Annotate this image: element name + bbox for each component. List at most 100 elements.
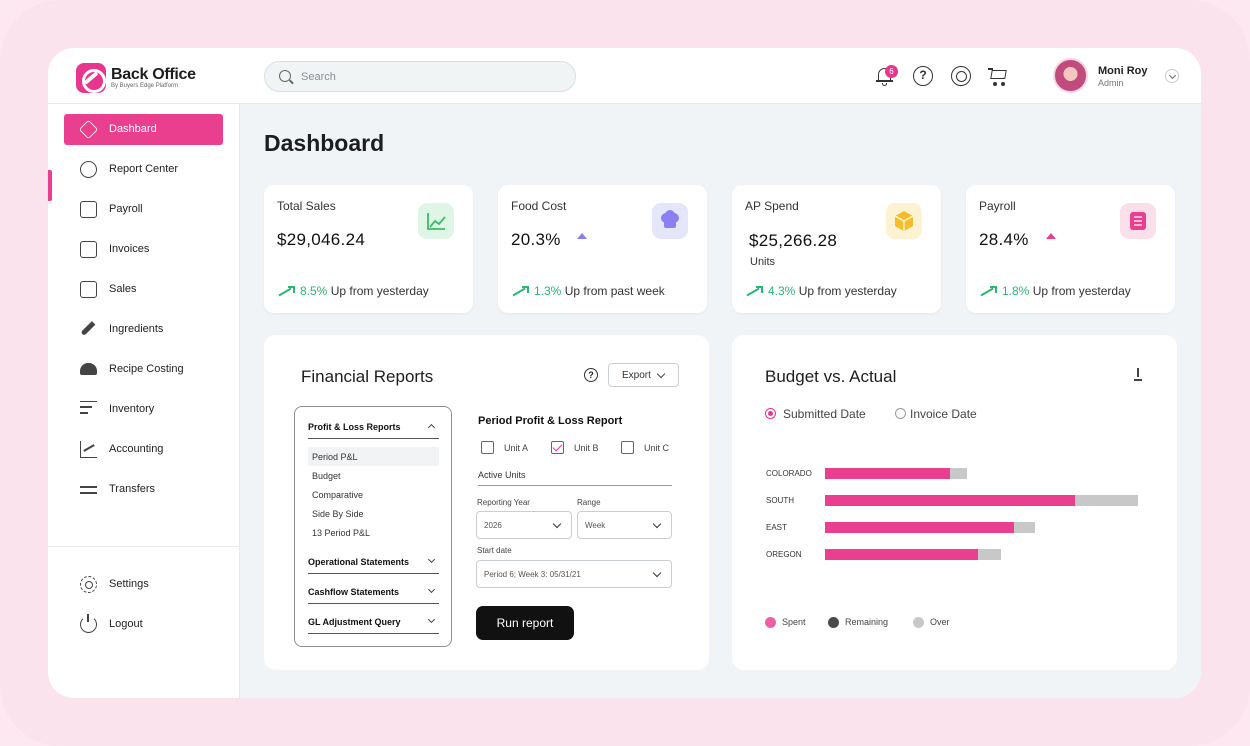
report-form-title: Period Profit & Loss Report xyxy=(478,415,623,427)
sidebar-item-label: Sales xyxy=(109,283,137,295)
kpi-card-ap-spend[interactable]: AP Spend $25,266.28 Units 4.3% Up from y… xyxy=(732,185,941,313)
search-input[interactable]: Search xyxy=(264,61,576,92)
kpi-value: $25,266.28 xyxy=(749,231,838,250)
kpi-unit: Units xyxy=(750,256,776,268)
app-window: Back Office By Buyers Edge Platform Sear… xyxy=(48,48,1201,698)
kpi-card-payroll[interactable]: Payroll 28.4% 1.8% Up from yesterday xyxy=(966,185,1175,313)
sidebar-item-label: Ingredients xyxy=(109,323,164,335)
menu-group-profit-loss[interactable]: Profit & Loss Reports xyxy=(308,422,401,432)
kpi-trend-percent: 4.3% xyxy=(768,284,796,298)
avatar[interactable] xyxy=(1053,58,1088,93)
support-icon[interactable] xyxy=(951,66,971,86)
kpi-value: $29,046.24 xyxy=(277,230,366,249)
sidebar-item-inventory[interactable]: Inventory xyxy=(64,394,223,425)
bar-label-colorado: COLORADO xyxy=(766,469,812,478)
menu-divider xyxy=(308,603,439,604)
bar-spent-oregon[interactable] xyxy=(825,549,978,560)
run-report-button[interactable]: Run report xyxy=(476,606,574,640)
sidebar-item-payroll[interactable]: Payroll xyxy=(64,194,223,225)
kpi-title: Payroll xyxy=(979,199,1016,213)
payroll-icon xyxy=(1120,203,1156,239)
report-type-menu: Profit & Loss Reports Period P&L Budget … xyxy=(294,406,452,647)
kpi-card-food-cost[interactable]: Food Cost 20.3% 1.3% Up from past week xyxy=(498,185,707,313)
checkbox[interactable] xyxy=(481,441,494,454)
kpi-card-total-sales[interactable]: Total Sales $29,046.24 8.5% Up from yest… xyxy=(264,185,473,313)
bar-spent-south[interactable] xyxy=(825,495,1075,506)
menu-divider xyxy=(308,438,439,439)
cash-register-icon xyxy=(80,281,97,298)
carrot-icon xyxy=(80,321,96,336)
sidebar-item-logout[interactable]: Logout xyxy=(64,609,223,640)
sidebar-item-label: Settings xyxy=(109,578,149,590)
cart-icon[interactable] xyxy=(988,66,1008,86)
sidebar-item-label: Inventory xyxy=(109,403,155,415)
invoice-date-radio[interactable] xyxy=(895,408,906,419)
kpi-title: Total Sales xyxy=(277,199,336,213)
download-icon[interactable] xyxy=(1133,368,1143,381)
bar-label-south: SOUTH xyxy=(766,496,794,505)
chevron-down-icon[interactable] xyxy=(427,555,436,564)
menu-item-comparative[interactable]: Comparative xyxy=(312,490,364,500)
checkbox[interactable] xyxy=(551,441,564,454)
help-icon[interactable]: ? xyxy=(584,368,598,382)
notification-count-badge: 6 xyxy=(885,65,898,78)
sidebar-item-ingredients[interactable]: Ingredients xyxy=(64,314,223,345)
sidebar-item-report-center[interactable]: Report Center xyxy=(64,154,223,185)
range-select[interactable]: Week xyxy=(577,511,672,539)
sidebar-item-label: Invoices xyxy=(109,243,150,255)
line-chart-icon xyxy=(418,203,454,239)
user-menu-chevron-down-icon[interactable] xyxy=(1165,69,1179,83)
layers-icon xyxy=(78,119,99,140)
brand-subtitle: By Buyers Edge Platform xyxy=(111,83,179,89)
submitted-date-label[interactable]: Submitted Date xyxy=(783,407,866,421)
kpi-title: Food Cost xyxy=(511,199,567,213)
bar-over-south[interactable] xyxy=(1075,495,1138,506)
kpi-value: 20.3% xyxy=(511,230,561,249)
chevron-up-icon[interactable] xyxy=(427,423,436,432)
reporting-year-label: Reporting Year xyxy=(477,498,530,507)
sidebar-item-settings[interactable]: Settings xyxy=(64,569,223,600)
menu-divider xyxy=(308,633,439,634)
menu-group-operational-statements[interactable]: Operational Statements xyxy=(308,557,410,567)
kpi-trend-text: Up from yesterday xyxy=(330,284,429,298)
menu-group-cashflow-statements[interactable]: Cashflow Statements xyxy=(308,587,400,597)
menu-item-side-by-side[interactable]: Side By Side xyxy=(312,509,364,519)
bar-over-oregon[interactable] xyxy=(978,549,1001,560)
sidebar-item-label: Recipe Costing xyxy=(109,363,184,375)
sidebar-item-transfers[interactable]: Transfers xyxy=(64,474,223,505)
sidebar-item-accounting[interactable]: Accounting xyxy=(64,434,223,465)
menu-item-budget[interactable]: Budget xyxy=(312,471,341,481)
export-dropdown[interactable]: Export xyxy=(608,363,679,387)
checkbox[interactable] xyxy=(621,441,634,454)
trend-up-triangle-icon xyxy=(1046,233,1056,239)
sidebar-item-invoices[interactable]: Invoices xyxy=(64,234,223,265)
sidebar-item-dashboard[interactable]: Dashbard xyxy=(64,114,223,145)
submitted-date-radio[interactable] xyxy=(765,408,776,419)
sidebar-item-label: Dashbard xyxy=(109,123,157,135)
menu-item-period-pl[interactable]: Period P&L xyxy=(308,447,439,466)
menu-item-13-period-pl[interactable]: 13 Period P&L xyxy=(312,528,371,538)
bar-spent-colorado[interactable] xyxy=(825,468,950,479)
bar-over-colorado[interactable] xyxy=(950,468,967,479)
legend-remaining-label: Remaining xyxy=(845,617,889,627)
chevron-down-icon[interactable] xyxy=(427,615,436,624)
sidebar-item-sales[interactable]: Sales xyxy=(64,274,223,305)
bar-spent-east[interactable] xyxy=(825,522,1014,533)
bar-over-east[interactable] xyxy=(1014,522,1035,533)
sidebar-item-label: Report Center xyxy=(109,163,179,175)
invoice-date-label[interactable]: Invoice Date xyxy=(910,407,977,421)
menu-group-gl-adjustment-query[interactable]: GL Adjustment Query xyxy=(308,617,401,627)
kpi-trend: 1.8% Up from yesterday xyxy=(980,284,1131,298)
pie-chart-icon xyxy=(80,161,97,178)
chevron-down-icon[interactable] xyxy=(427,585,436,594)
legend-spent-label: Spent xyxy=(782,617,806,627)
reporting-year-select[interactable]: 2026 xyxy=(476,511,572,539)
help-icon[interactable]: ? xyxy=(913,66,933,86)
bar-label-oregon: OREGON xyxy=(766,550,802,559)
unit-label: Unit C xyxy=(644,443,670,453)
start-date-select[interactable]: Period 6; Week 3: 05/31/21 xyxy=(476,560,672,588)
box-icon xyxy=(886,203,922,239)
back-office-logo-icon[interactable] xyxy=(76,63,106,93)
sidebar-item-recipe-costing[interactable]: Recipe Costing xyxy=(64,354,223,385)
budget-vs-actual-title: Budget vs. Actual xyxy=(765,367,897,386)
